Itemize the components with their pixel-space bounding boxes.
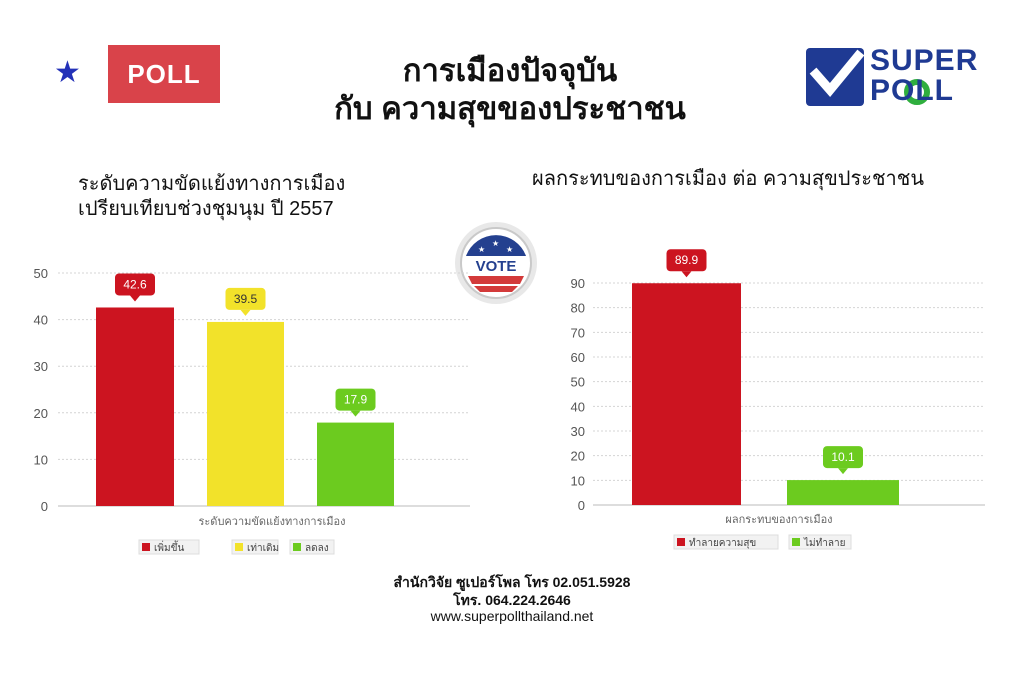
y-tick-label: 50 bbox=[571, 375, 585, 390]
chart-2: 0 10 20 30 40 50 60 70 80 90 89.9 ทำลายความสุข 10.1 ไ… bbox=[571, 249, 985, 550]
data-label: 39.5 bbox=[234, 292, 258, 306]
data-label-pointer bbox=[130, 295, 140, 302]
left-chart-subtitle: ระดับความขัดแย้งทางการเมือง เปรียบเทียบช… bbox=[78, 172, 345, 222]
left-subtitle-line-1: ระดับความขัดแย้งทางการเมือง bbox=[78, 173, 346, 195]
y-tick-label: 70 bbox=[571, 325, 585, 340]
legend-item bbox=[138, 539, 200, 555]
bar-2 bbox=[787, 480, 899, 505]
data-label-box bbox=[666, 249, 707, 272]
data-label-box bbox=[823, 446, 863, 469]
y-tick-label: 30 bbox=[571, 424, 585, 439]
footer-line-1: สำนักวิจัย ซูเปอร์โพล โทร 02.051.5928 bbox=[393, 574, 631, 590]
x-axis-title: ผลกระทบของการเมือง bbox=[725, 513, 832, 526]
left-subtitle-line-2: เปรียบเทียบช่วงชุมนุม ปี 2557 bbox=[78, 198, 334, 220]
data-label-pointer bbox=[240, 309, 251, 316]
legend-item bbox=[673, 534, 779, 550]
data-label: 10.1 bbox=[831, 450, 855, 464]
y-tick-label: 0 bbox=[41, 499, 48, 514]
vote-badge-text: VOTE bbox=[476, 258, 517, 275]
y-tick-label: 30 bbox=[34, 359, 48, 374]
y-tick-label: 60 bbox=[571, 350, 585, 365]
legend-swatch bbox=[792, 538, 800, 546]
bar-3 bbox=[317, 422, 394, 506]
data-label-pointer bbox=[350, 410, 361, 417]
footer-line-2: โทร. 064.224.2646 bbox=[453, 592, 571, 608]
legend-label: เท่าเดิม bbox=[247, 543, 279, 554]
logo-text-poll: POLL bbox=[870, 74, 954, 107]
bar-1 bbox=[96, 307, 174, 506]
star-icon: ★ bbox=[54, 55, 81, 90]
chart-1: 0 10 20 30 40 50 42.6 เพิ่มขึ้น 39.5 เท่าเดิม 17.9… bbox=[34, 266, 470, 555]
legend-label: ลดลง bbox=[305, 543, 329, 554]
title-line-2: กับ ความสุขของประชาชน bbox=[334, 91, 686, 126]
legend-swatch bbox=[293, 543, 301, 551]
data-label: 17.9 bbox=[344, 393, 368, 407]
poll-badge: POLL bbox=[108, 45, 220, 103]
legend-item bbox=[788, 534, 852, 550]
y-tick-label: 20 bbox=[571, 449, 585, 464]
logo-o-ring bbox=[904, 79, 930, 105]
data-label-box bbox=[115, 273, 155, 296]
data-label: 42.6 bbox=[123, 277, 147, 291]
svg-text:★: ★ bbox=[478, 245, 485, 254]
y-tick-label: 40 bbox=[34, 313, 48, 328]
x-axis-title: ระดับความขัดแย้งทางการเมือง bbox=[198, 515, 345, 528]
y-tick-label: 0 bbox=[578, 498, 585, 513]
y-tick-label: 90 bbox=[571, 276, 585, 291]
legend-swatch bbox=[142, 543, 150, 551]
footer-website: www.superpollthailand.net bbox=[430, 608, 594, 624]
page-title: การเมืองปัจจุบัน กับ ความสุขของประชาชน bbox=[240, 52, 780, 128]
data-label-pointer bbox=[838, 468, 848, 475]
legend-item bbox=[231, 539, 279, 555]
y-tick-label: 10 bbox=[34, 452, 48, 467]
y-tick-label: 20 bbox=[34, 406, 48, 421]
y-tick-label: 10 bbox=[571, 473, 585, 488]
y-tick-label: 80 bbox=[571, 301, 585, 316]
data-label-box bbox=[335, 388, 376, 411]
data-label: 89.9 bbox=[675, 253, 699, 267]
data-label-box bbox=[225, 287, 266, 310]
svg-text:★: ★ bbox=[506, 245, 513, 254]
title-line-1: การเมืองปัจจุบัน bbox=[402, 53, 618, 88]
legend-label: เพิ่มขึ้น bbox=[154, 540, 184, 554]
svg-text:★: ★ bbox=[492, 239, 499, 248]
bar-2 bbox=[207, 321, 284, 506]
y-tick-label: 40 bbox=[571, 399, 585, 414]
right-chart-subtitle: ผลกระทบของการเมือง ต่อ ความสุขประชาชน bbox=[532, 168, 925, 190]
data-label-pointer bbox=[681, 271, 692, 278]
bar-1 bbox=[632, 283, 741, 505]
legend-swatch bbox=[235, 543, 243, 551]
legend-label: ทำลายความสุข bbox=[689, 538, 756, 549]
logo-text-super: SUPER bbox=[870, 44, 979, 77]
legend-label: ไม่ทำลาย bbox=[803, 537, 845, 549]
y-tick-label: 50 bbox=[34, 266, 48, 281]
check-mark-icon bbox=[809, 49, 865, 97]
legend-swatch bbox=[677, 538, 685, 546]
super-poll-logo bbox=[806, 48, 930, 106]
vote-badge-icon: ★ ★ ★ VOTE bbox=[455, 222, 537, 304]
